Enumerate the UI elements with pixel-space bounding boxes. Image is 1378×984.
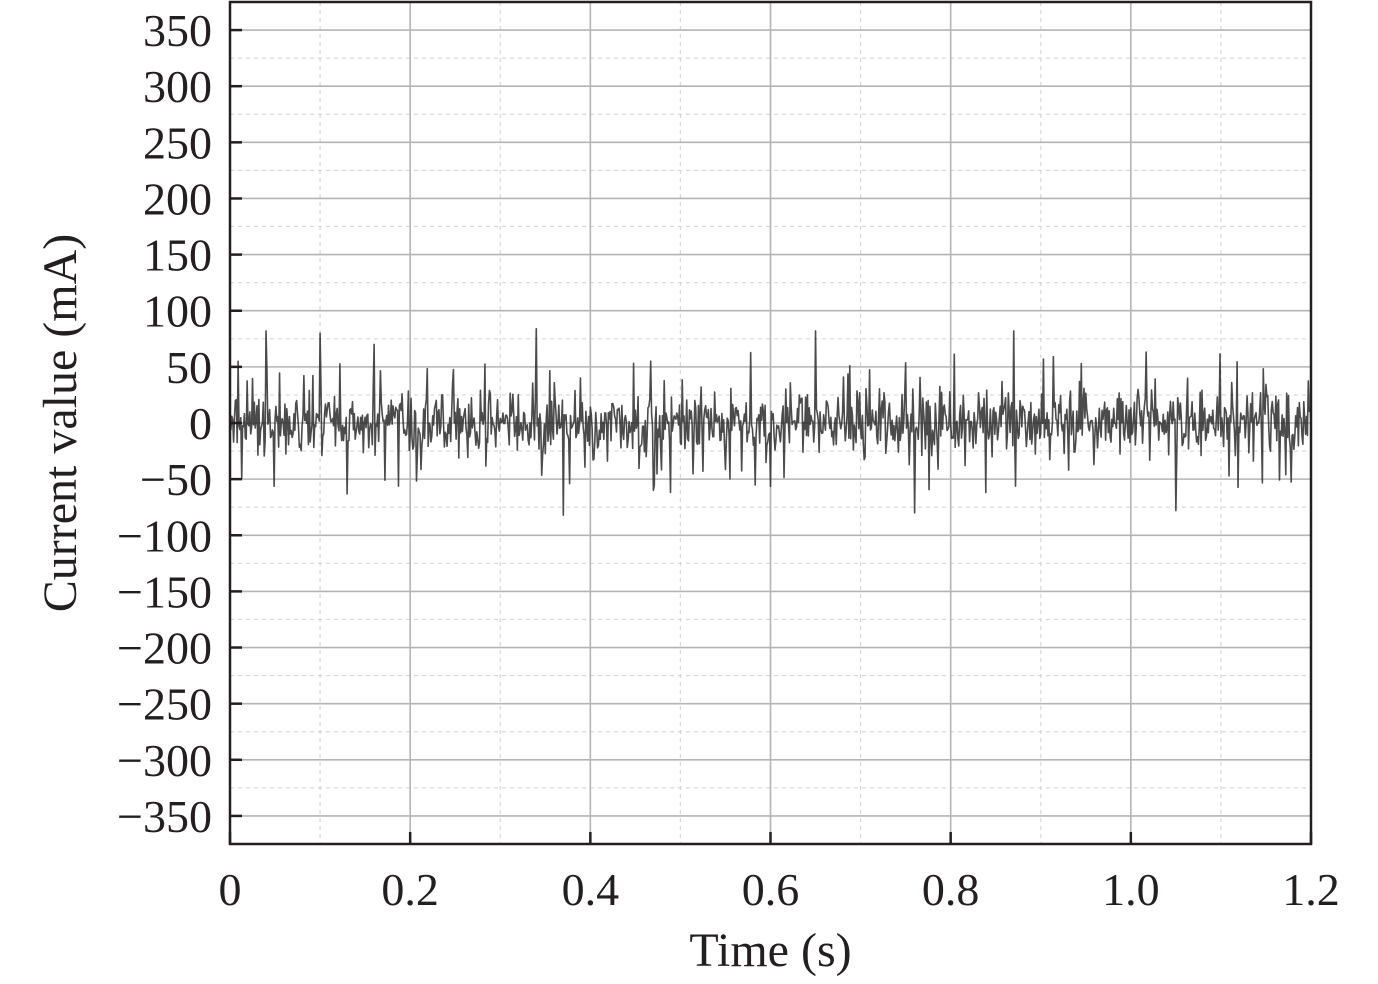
y-tick-label: 250 xyxy=(143,117,212,168)
axis-ticks xyxy=(228,28,1313,844)
signal-line xyxy=(229,327,1312,516)
x-tick-label: 1.2 xyxy=(1282,864,1340,915)
y-tick-label: −50 xyxy=(140,454,212,505)
y-tick-label: −200 xyxy=(117,623,212,674)
y-tick-label: 50 xyxy=(166,342,212,393)
x-axis-tick-labels: 0 0.2 0.4 0.6 0.8 1.0 1.2 xyxy=(219,864,1340,915)
y-tick-label: 150 xyxy=(143,230,212,281)
y-tick-label: −250 xyxy=(117,679,212,730)
y-tick-label: 100 xyxy=(143,286,212,337)
y-axis-title: Current value (mA) xyxy=(34,234,87,613)
y-tick-label: −100 xyxy=(117,510,212,561)
x-tick-label: 0 xyxy=(219,864,242,915)
signal-series xyxy=(229,327,1312,516)
y-tick-label: −300 xyxy=(117,735,212,786)
y-tick-label: 0 xyxy=(189,398,212,449)
x-tick-label: 0.6 xyxy=(742,864,800,915)
x-tick-label: 0.4 xyxy=(562,864,620,915)
x-tick-label: 1.0 xyxy=(1102,864,1160,915)
y-tick-label: 300 xyxy=(143,61,212,112)
x-tick-label: 0.8 xyxy=(922,864,980,915)
y-tick-label: −150 xyxy=(117,566,212,617)
y-tick-label: 350 xyxy=(143,5,212,56)
x-axis-title: Time (s) xyxy=(689,924,851,977)
y-tick-label: −350 xyxy=(117,791,212,842)
x-tick-label: 0.2 xyxy=(381,864,439,915)
y-tick-label: 200 xyxy=(143,173,212,224)
